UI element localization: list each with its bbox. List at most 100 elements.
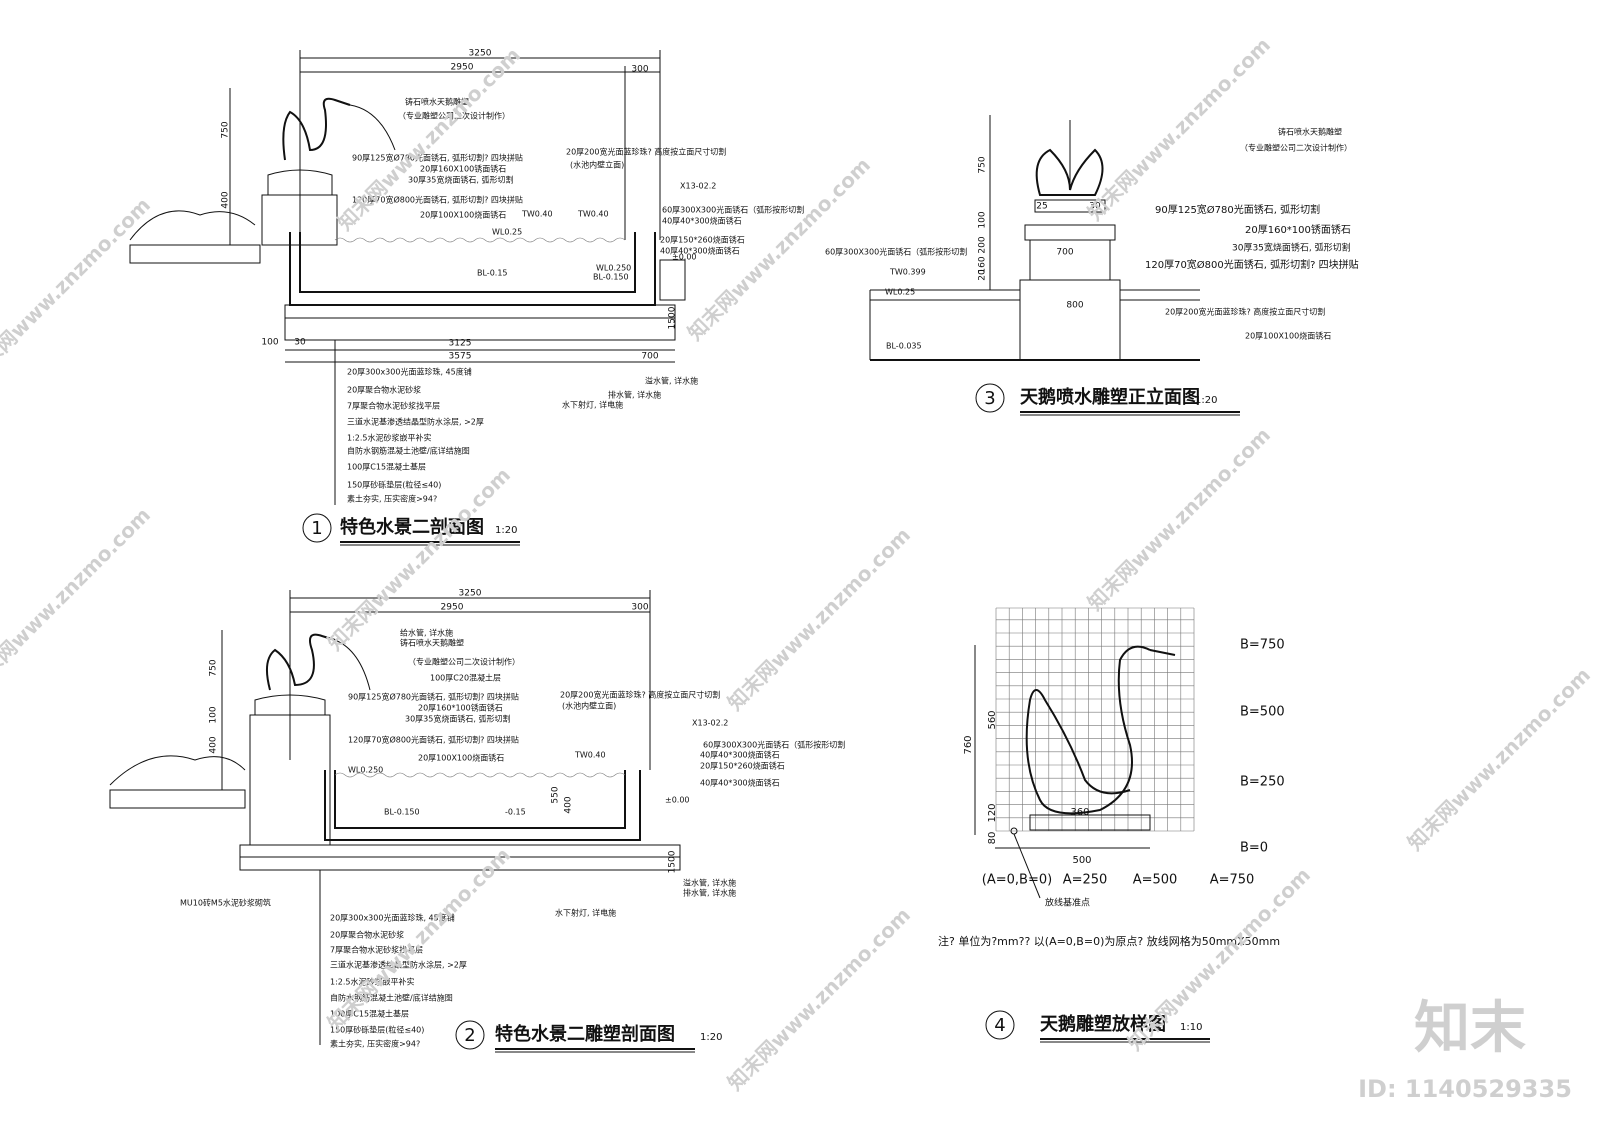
dimension: 500 [1072,855,1091,866]
callout: ±0.00 [672,253,697,262]
callout: 40厚40*300烧面锈石 [662,216,742,226]
callout: (水池内壁立面) [562,701,616,711]
callout: 120厚70宽Ø800光面锈石, 弧形切割? 四块拼贴 [1145,258,1359,271]
layer-spec: 自防水钢筋混凝土池壁/底详结施图 [347,446,470,456]
callout: 铸石喷水天鹅雕塑 [405,97,469,107]
layer-spec: 100厚C15混凝土基层 [330,1009,409,1019]
drawing-number-circle [975,383,1005,413]
layer-spec: 1:2.5水泥砂浆嵌平补实 [347,433,432,443]
callout: 30厚35宽烧面锈石, 弧形切割 [408,175,513,185]
drawing-scale: 1:20 [700,1032,722,1043]
callout: 60厚300X300光面锈石（弧形按形切割 [825,247,967,257]
callout: 90厚125宽Ø780光面锈石, 弧形切割 [1155,203,1320,216]
watermark: 知末网www.znzmo.com [1403,663,1595,855]
watermark: 知末网www.znzmo.com [323,463,515,655]
watermark: 知末网www.znzmo.com [1123,863,1315,1055]
drawing-title: 天鹅喷水雕塑正立面图 [1020,386,1200,408]
callout: 排水管, 详水施 [683,888,736,898]
dimension: 1500 [668,306,678,329]
callout: 铸石喷水天鹅雕塑 [1278,127,1342,137]
drawing-number-circle [985,1010,1015,1040]
layer-spec: 100厚C15混凝土基层 [347,462,426,472]
callout: BL-0.15 [477,269,508,278]
layer-spec: 20厚聚合物水泥砂浆 [330,930,404,940]
callout: TW0.399 [889,268,926,277]
dimension: 560 [987,710,998,729]
watermark: 知末网www.znzmo.com [723,523,915,715]
drawing-scale: 1:10 [1180,1022,1202,1033]
drawing-title: 特色水景二剖面图 [340,516,484,538]
layer-spec: 150厚砂砾垫层(粒径≤40) [330,1025,424,1035]
callout: 60厚300X300光面锈石（弧形按形切割 [703,740,845,750]
grid-a-label: A=250 [1063,873,1108,888]
callout: WL0.250 [596,264,631,273]
dimension: 25 [1036,202,1047,212]
dimension: 750 [209,659,219,676]
callout: 30厚35宽烧面锈石, 弧形切割 [1232,242,1351,254]
layer-spec: 20厚300x300光面蓝珍珠, 45度铺 [330,913,455,923]
callout: WL0.250 [348,766,383,775]
dimension: 400 [564,796,574,813]
dimension: 400 [209,736,219,753]
watermark: 知末网www.znzmo.com [1083,423,1275,615]
grid-a-label: A=750 [1210,873,1255,888]
callout: 排水管, 详水施 [608,390,661,400]
layer-spec: 20厚300x300光面蓝珍珠, 45度铺 [347,367,472,377]
drawing-number: 2 [464,1025,475,1046]
dimension: 400 [221,191,231,208]
dimension: 700 [641,352,658,362]
callout: 水下射灯, 详电施 [562,400,623,410]
callout: 20厚100X100烧面锈石 [420,210,506,220]
dimension: 3125 [449,339,472,349]
callout: （专业雕塑公司二次设计制作） [398,111,510,121]
callout: 20厚200宽光面蓝珍珠? 高度按立面尺寸切割 [560,690,720,700]
callout: （专业雕塑公司二次设计制作） [408,657,520,667]
callout: 20厚160X100锈面锈石 [420,164,506,174]
dimension: 3250 [459,589,482,599]
watermark: 知末网www.znzmo.com [0,503,155,695]
dimension: 800 [1066,301,1083,311]
dimension: 300 [631,603,648,613]
drawing-number: 4 [994,1015,1005,1036]
callout: 水下射灯, 详电施 [555,908,616,918]
layer-spec: 三道水泥基渗透结晶型防水涂层, >2厚 [347,417,484,427]
callout: 20厚100X100烧面锈石 [418,753,504,763]
callout: -0.15 [505,808,526,817]
watermark: 知末网www.znzmo.com [1083,33,1275,225]
watermark: 知末网www.znzmo.com [723,903,915,1095]
callout: 100厚C20混凝土层 [430,673,501,683]
dimension: 750 [978,156,988,173]
callout: 20厚150*260烧面锈石 [700,761,785,771]
callout: 40厚40*300烧面锈石 [700,778,780,788]
drawing-scale: 1:20 [1195,395,1217,406]
layer-spec: 1:2.5水泥砂浆嵌平补实 [330,977,415,987]
dimension: 20 [978,269,988,281]
dimension: 3250 [469,49,492,59]
dimension: 160 [978,256,988,273]
dimension: 30 [1089,202,1101,212]
callout: 20厚100X100烧面锈石 [1245,331,1331,341]
callout: TW0.40 [574,751,606,760]
callout: X13-02.2 [680,182,716,191]
dimension: 3575 [449,352,472,362]
callout: 溢水管, 详水施 [683,878,736,888]
layer-spec: 素土夯实, 压实密度>94? [347,494,437,504]
grid-a-label: (A=0,B=0) [982,873,1052,888]
callout: 90厚125宽Ø780光面锈石, 弧形切割? 四块拼贴 [348,692,519,702]
dimension: 100 [978,211,988,228]
callout: 60厚300X300光面锈石（弧形按形切割 [662,205,804,215]
callout: WL0.25 [492,228,522,237]
grid-b-label: B=250 [1240,775,1285,790]
drawing-number: 1 [311,518,322,539]
asset-id: ID: 1140529335 [1358,1075,1572,1103]
callout: 20厚200宽光面蓝珍珠? 高度按立面尺寸切割 [1165,307,1325,317]
layer-spec: 7厚聚合物水泥砂浆找平层 [347,401,440,411]
dimension: 120 [987,803,998,822]
callout: WL0.25 [885,288,915,297]
layer-spec: 自防水钢筋混凝土池壁/底详结施图 [330,993,453,1003]
layer-spec: 20厚聚合物水泥砂浆 [347,385,421,395]
callout: （专业雕塑公司二次设计制作） [1240,143,1352,153]
dimension: 100 [209,706,219,723]
dimension: 550 [551,786,561,803]
grid-b-label: B=0 [1240,841,1268,856]
